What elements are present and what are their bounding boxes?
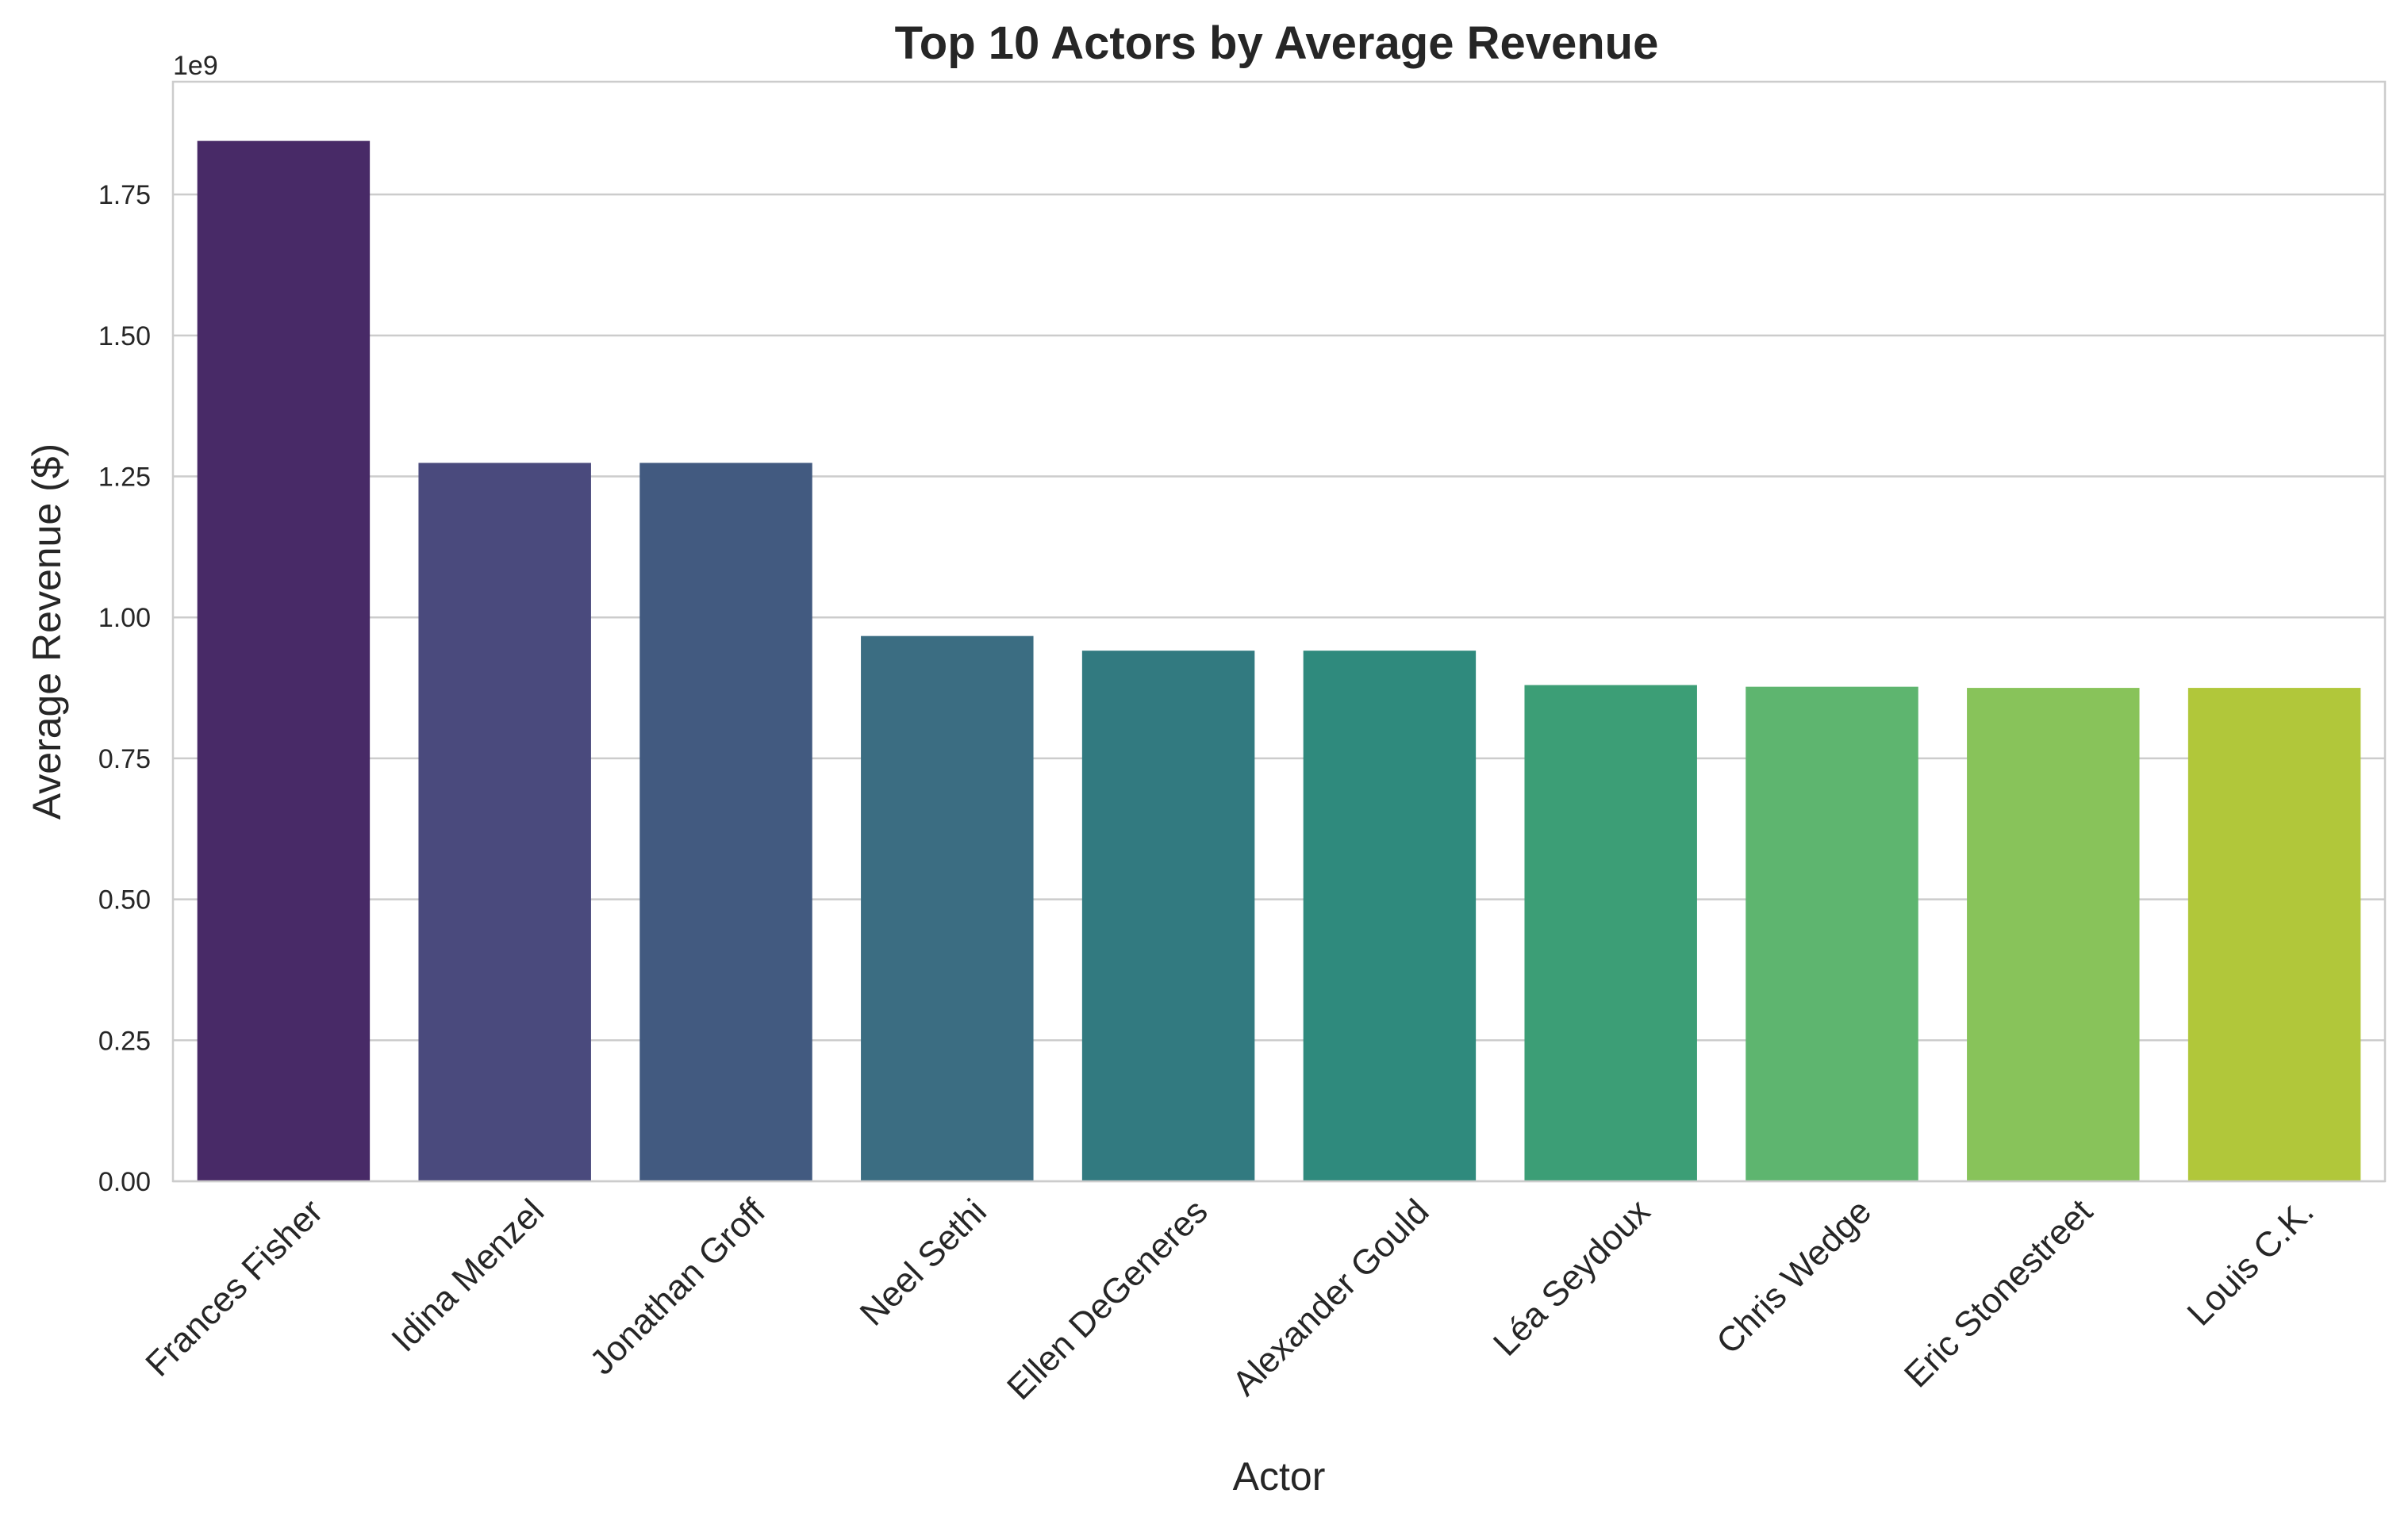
y-tick-label: 1.75: [98, 180, 151, 210]
bar: [197, 140, 371, 1182]
y-tick-labels: 0.00 0.25 0.50 0.75 1.00 1.25 1.50 1.75: [98, 180, 151, 1197]
x-tick-label: Eric Stonestreet: [1897, 1192, 2100, 1395]
x-tick-label: Frances Fisher: [138, 1192, 330, 1384]
y-offset-label: 1e9: [173, 51, 218, 81]
y-tick-label: 0.75: [98, 744, 151, 774]
y-tick-label: 0.00: [98, 1167, 151, 1197]
bar: [1081, 651, 1255, 1181]
bar: [1967, 688, 2140, 1181]
bar: [2187, 688, 2361, 1181]
y-tick-label: 1.00: [98, 603, 151, 633]
bar: [861, 635, 1034, 1181]
x-tick-label: Ellen DeGeneres: [1000, 1192, 1216, 1407]
x-tick-label: Idina Menzel: [384, 1192, 551, 1359]
bar: [1303, 651, 1477, 1181]
x-tick-label: Louis C.K.: [2179, 1192, 2321, 1333]
y-tick-label: 0.25: [98, 1026, 151, 1056]
x-tick-label: Alexander Gould: [1225, 1192, 1436, 1403]
y-tick-label: 0.50: [98, 885, 151, 916]
y-tick-label: 1.50: [98, 321, 151, 351]
x-axis-label: Actor: [1233, 1454, 1326, 1499]
bar: [639, 463, 812, 1181]
bar: [418, 463, 591, 1181]
plot-frame: [171, 80, 2387, 1183]
y-axis-label: Average Revenue ($): [25, 443, 69, 820]
x-tick-labels: Frances Fisher Idina Menzel Jonathan Groff…: [138, 1192, 2321, 1407]
x-tick-label: Chris Wedge: [1709, 1192, 1879, 1361]
x-tick-label: Léa Seydoux: [1486, 1192, 1657, 1363]
chart-title: Top 10 Actors by Average Revenue: [895, 17, 1659, 69]
y-tick-label: 1.25: [98, 463, 151, 493]
bar: [1524, 685, 1697, 1181]
x-tick-label: Neel Sethi: [853, 1192, 994, 1333]
bars: [197, 140, 2361, 1182]
x-tick-label: Jonathan Groff: [582, 1192, 773, 1382]
bar: [1746, 686, 1918, 1181]
